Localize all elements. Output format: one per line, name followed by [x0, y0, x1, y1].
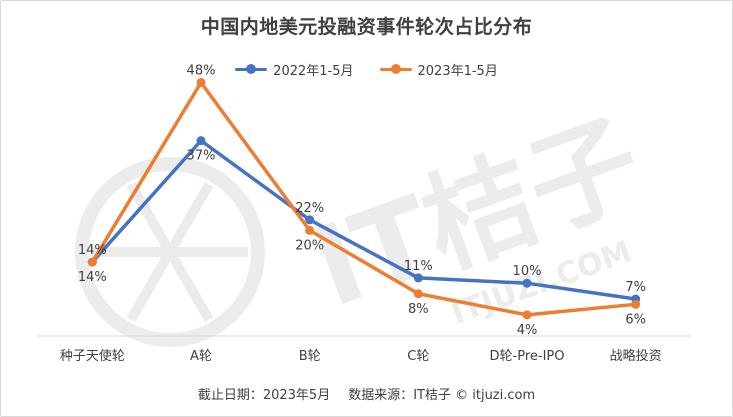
- series-1-data-label: 4%: [517, 323, 538, 338]
- x-tick-layer: 种子天使轮 A轮 B轮 C轮 D轮-Pre-IPO 战略投资: [60, 348, 662, 364]
- watermark-ring: [75, 157, 265, 347]
- series-1-data-label: 14%: [78, 243, 107, 258]
- watermark-spoke: [165, 181, 214, 255]
- series-0-point: [305, 215, 315, 225]
- series-1-data-label: 48%: [187, 64, 216, 79]
- legend: 2022年1-5月 2023年1-5月: [0, 60, 733, 79]
- series-line-1: [90, 80, 638, 317]
- series-0-data-label: 11%: [404, 259, 433, 274]
- footer-date: 截止日期：2023年5月: [197, 388, 331, 403]
- data-label-layer: 14% 14% 37% 48% 22% 20% 11% 8% 10% 4% 7% 6%: [78, 64, 646, 338]
- series-line-0: [90, 138, 638, 301]
- x-tick-label: A轮: [190, 349, 212, 364]
- series-0-point: [413, 273, 423, 283]
- series-0-data-label: 14%: [78, 270, 107, 285]
- series-1-point: [305, 225, 315, 235]
- series-layer: [87, 78, 641, 320]
- x-tick-label: 战略投资: [610, 348, 662, 364]
- watermark-spoke: [126, 181, 175, 255]
- x-tick-label: 种子天使轮: [60, 348, 125, 364]
- legend-item-2022: 2022年1-5月: [235, 60, 354, 79]
- footer-source: 数据来源：IT桔子 © itjuzi.com: [348, 388, 536, 403]
- legend-label-2023: 2023年1-5月: [417, 63, 498, 79]
- series-0-data-label: 37%: [187, 149, 216, 164]
- footer: 截止日期：2023年5月 数据来源：IT桔子 © itjuzi.com: [0, 384, 733, 403]
- series-1-point: [522, 310, 532, 320]
- series-0-data-label: 10%: [513, 264, 542, 279]
- legend-item-2023: 2023年1-5月: [379, 60, 498, 79]
- series-1-point: [413, 289, 423, 299]
- series-0-data-label: 7%: [625, 280, 646, 295]
- x-tick-label: C轮: [407, 349, 429, 364]
- x-tick-label: D轮-Pre-IPO: [490, 349, 565, 364]
- watermark-spoke: [165, 249, 214, 323]
- series-0-point: [522, 278, 532, 288]
- series-1-point: [631, 299, 641, 309]
- chart-title: 中国内地美元投融资事件轮次占比分布: [200, 16, 533, 38]
- legend-label-2022: 2022年1-5月: [273, 63, 354, 79]
- series-1-point: [87, 257, 97, 267]
- series-1-data-label: 8%: [408, 302, 429, 317]
- series-0-data-label: 22%: [295, 201, 324, 216]
- series-1-point: [196, 78, 206, 88]
- watermark-spoke: [126, 249, 175, 323]
- series-1-data-label: 20%: [295, 238, 324, 253]
- legend-swatch-2022: [235, 62, 268, 76]
- series-1-data-label: 6%: [625, 312, 646, 327]
- series-0-point: [196, 136, 206, 146]
- legend-swatch-2023: [379, 62, 412, 76]
- x-tick-label: B轮: [299, 349, 321, 364]
